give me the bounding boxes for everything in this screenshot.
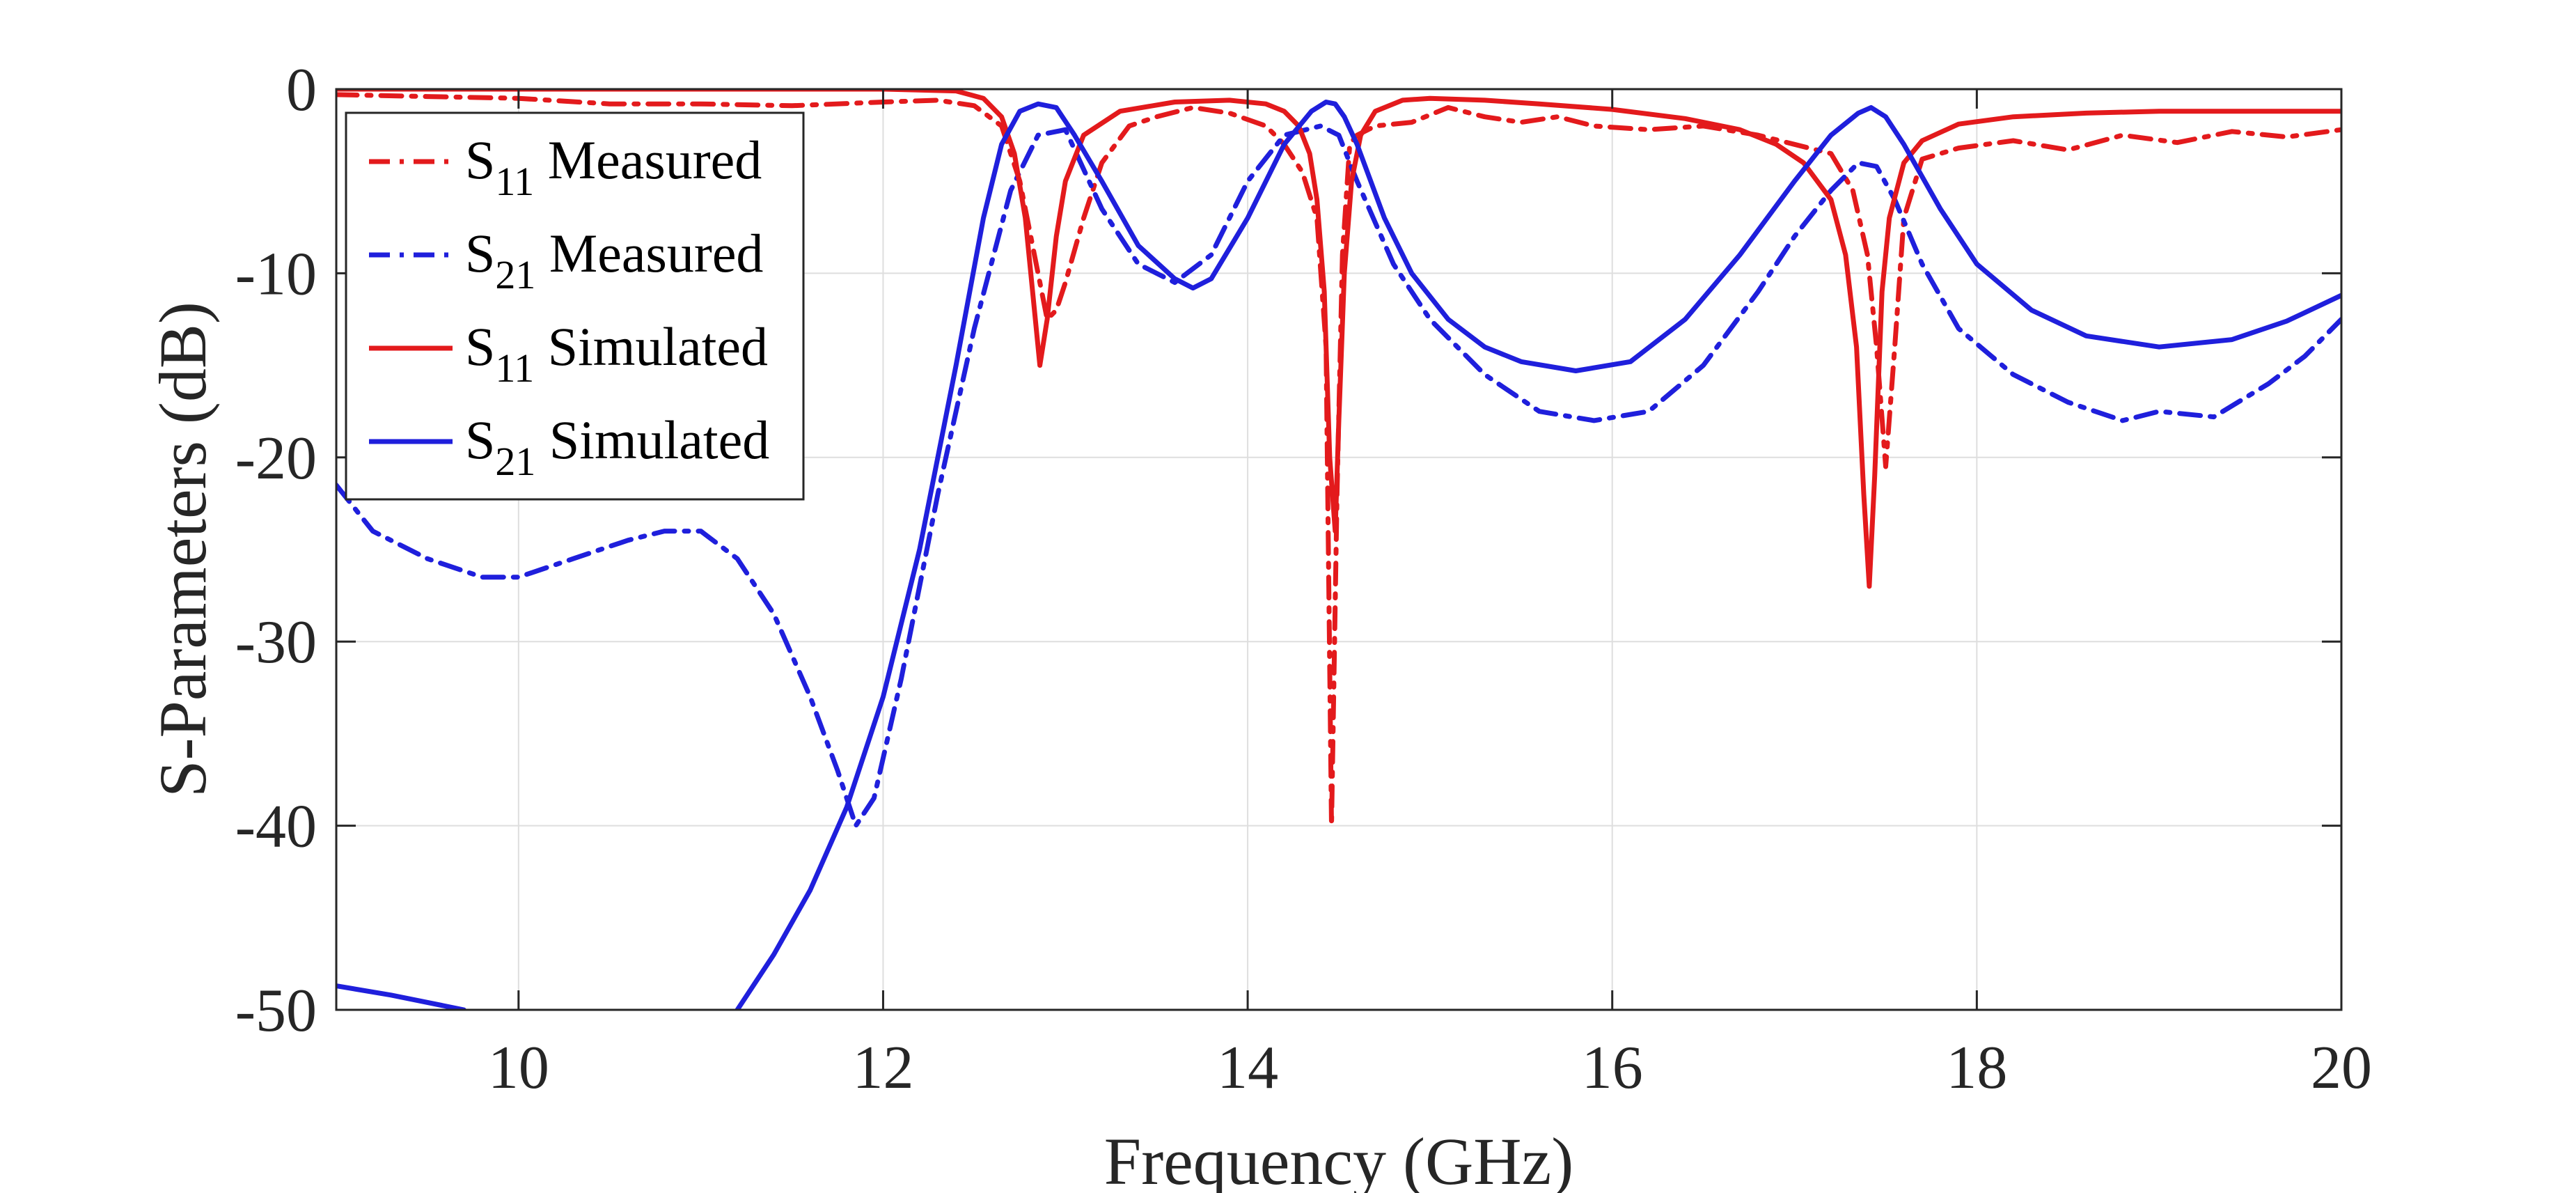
x-axis-label: Frequency (GHz) (1104, 1124, 1573, 1193)
legend-entry-label: S11 Simulated (465, 316, 768, 391)
legend-box (345, 111, 805, 501)
series-line-s21-simulated (336, 983, 466, 1010)
x-tick-label: 16 (1582, 1034, 1643, 1102)
series-layer (336, 89, 2341, 1010)
x-tick-label: 14 (1217, 1034, 1278, 1102)
x-tick-label: 10 (488, 1034, 549, 1102)
y-tick-label: -40 (235, 793, 317, 861)
legend-entry-label: S21 Measured (465, 223, 763, 297)
y-tick-label: -50 (235, 977, 317, 1045)
y-tick-label: 0 (286, 56, 317, 124)
y-tick-label: -30 (235, 609, 317, 676)
plot-frame (335, 88, 2343, 1011)
legend: S11 Measured S21 Measured S11 Simulated S21… (345, 111, 805, 501)
series-line-s21-simulated (735, 100, 2341, 1010)
series-line-s11-simulated (336, 89, 2341, 589)
legend-entry-label: S21 Simulated (465, 410, 769, 484)
y-tick-label: -20 (235, 425, 317, 492)
x-tick-label: 20 (2311, 1034, 2372, 1102)
series-line-s11-measured (336, 92, 2341, 829)
legend-entry-label: S11 Measured (465, 130, 762, 204)
x-tick-label: 18 (1946, 1034, 2007, 1102)
x-tick-label: 12 (852, 1034, 913, 1102)
y-tick-label: -10 (235, 240, 317, 308)
axis-ticks: 10 12 14 16 18 20 0 -10 -20 -30 -40 -50 (235, 56, 2372, 1102)
series-line-s21-measured (336, 123, 2341, 829)
y-axis-label: S-Parameters (dB) (146, 302, 220, 797)
